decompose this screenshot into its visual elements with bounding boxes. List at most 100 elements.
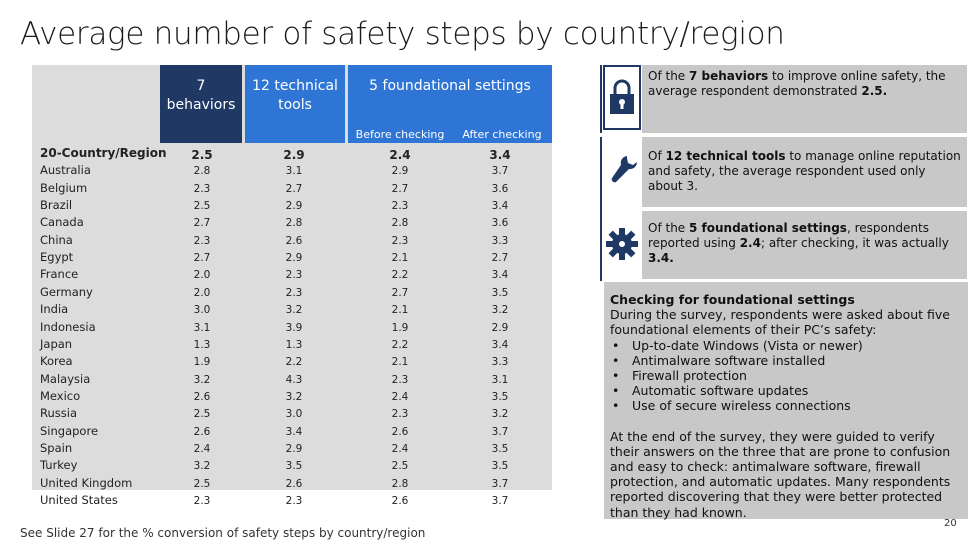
cell-after: 3.7 [491,425,509,438]
cell-technical: 3.5 [285,460,303,473]
cell-before: 2.7 [391,286,409,299]
cell-after: 3.6 [491,217,509,230]
cell-before: 2.3 [391,373,409,386]
cell-before: 1.9 [391,321,409,334]
cell-behaviors: 2.3 [193,495,211,507]
cell-technical: 2.3 [285,286,303,299]
cell-after: 3.7 [491,477,509,490]
cell-behaviors: 2.0 [193,286,211,299]
cell-before: 2.6 [391,425,409,438]
cell-behaviors: 2.3 [193,234,211,247]
row-label: Germany [40,284,93,299]
cell-behaviors: 3.0 [193,304,211,317]
gear-icon [606,227,638,260]
cell-after: 2.7 [491,252,509,265]
info-list: Up-to-date Windows (Vista or newer) Anti… [610,338,962,414]
cell-technical: 2.9 [285,442,303,455]
cell-behaviors: 2.6 [193,425,211,438]
cell-behaviors: 2.5 [193,477,211,490]
cell-before: 2.1 [391,252,409,265]
cell-technical: 2.9 [283,148,305,162]
cell-after: 3.5 [491,390,509,403]
cell-behaviors: 2.5 [191,148,213,162]
row-label: Egypt [40,250,74,265]
subheader-after: After checking [462,128,542,141]
gear-icon-box [603,211,641,276]
row-label: United Kingdom [40,475,133,490]
row-label: Turkey [40,458,78,473]
list-item: Use of secure wireless connections [610,398,962,413]
wrench-icon-box [603,137,641,202]
cell-after: 3.3 [491,356,509,369]
header-foundational: 5 foundational settings [348,65,552,143]
lock-icon-box [603,65,641,130]
row-label: Spain [40,440,73,455]
cell-technical: 2.9 [285,252,303,265]
cell-technical: 3.0 [285,408,303,421]
cell-before: 2.5 [391,460,409,473]
row-label: 20-Country/Region [40,146,167,160]
cell-technical: 2.8 [285,217,303,230]
cell-before: 2.3 [391,234,409,247]
cell-before: 2.3 [391,200,409,213]
cell-after: 2.9 [491,321,509,334]
list-item: Automatic software updates [610,383,962,398]
cell-before: 2.4 [391,390,409,403]
cell-before: 2.8 [391,477,409,490]
info-box: Checking for foundational settings Durin… [604,282,968,520]
cell-behaviors: 2.7 [193,252,211,265]
cell-technical: 2.3 [285,269,303,282]
cell-technical: 2.7 [285,182,303,195]
cell-after: 3.5 [491,286,509,299]
cell-after: 3.2 [491,304,509,317]
page-number: 20 [944,518,957,529]
info-paragraph: At the end of the survey, they were guid… [610,428,951,520]
cell-before: 2.7 [391,182,409,195]
cell-before: 2.2 [391,338,409,351]
cell-behaviors: 2.5 [193,408,211,421]
cell-after: 3.7 [491,165,509,178]
cell-technical: 2.2 [285,356,303,369]
cell-behaviors: 2.0 [193,269,211,282]
cell-after: 3.5 [491,460,509,473]
cell-after: 3.1 [491,373,509,386]
footnote: See Slide 27 for the % conversion of saf… [20,526,426,540]
cell-behaviors: 2.5 [193,200,211,213]
divider-line [600,65,602,133]
row-label: Belgium [40,180,88,195]
cell-before: 2.4 [389,148,411,162]
row-label: United States [40,493,118,507]
cell-after: 3.4 [491,338,509,351]
cell-technical: 2.9 [285,200,303,213]
cell-technical: 2.6 [285,477,303,490]
cell-technical: 1.3 [285,338,303,351]
cell-after: 3.4 [491,200,509,213]
cell-technical: 2.6 [285,234,303,247]
cell-technical: 3.2 [285,304,303,317]
header-technical: 12 technical tools [245,65,345,143]
cell-before: 2.1 [391,356,409,369]
info-heading: Checking for foundational settings [610,292,855,307]
row-label: Canada [40,215,84,230]
cell-before: 2.9 [391,165,409,178]
cell-technical: 4.3 [285,373,303,386]
cell-before: 2.1 [391,304,409,317]
row-label: Korea [40,354,73,369]
callout-foundational: Of the 5 foundational settings, responde… [642,211,967,279]
callout-technical: Of 12 technical tools to manage online r… [642,137,967,207]
cell-technical: 3.1 [285,165,303,178]
list-item: Firewall protection [610,368,962,383]
cell-before: 2.8 [391,217,409,230]
cell-behaviors: 2.7 [193,217,211,230]
cell-behaviors: 1.9 [193,356,211,369]
row-label: India [40,302,69,317]
row-label: Mexico [40,388,81,403]
cell-behaviors: 3.2 [193,373,211,386]
cell-before: 2.3 [391,408,409,421]
cell-after: 3.4 [491,269,509,282]
info-intro: During the survey, respondents were aske… [610,307,950,338]
row-label: Singapore [40,423,99,438]
cell-before: 2.6 [391,495,409,507]
cell-after: 3.2 [491,408,509,421]
row-label: France [40,267,79,282]
